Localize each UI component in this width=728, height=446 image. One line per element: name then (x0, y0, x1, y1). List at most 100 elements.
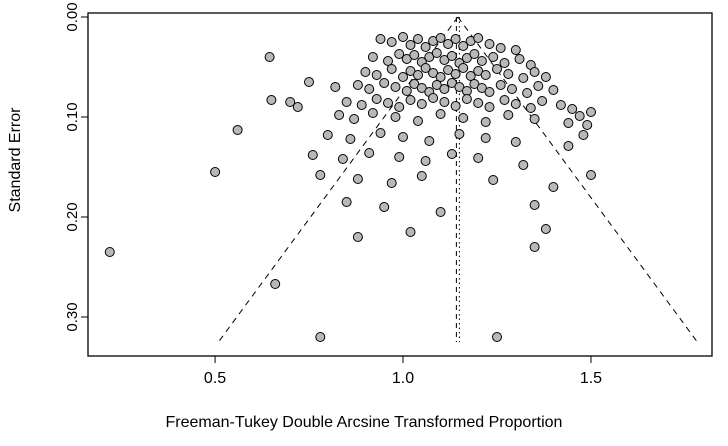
data-point (352, 174, 363, 184)
data-point (518, 160, 529, 170)
data-point (416, 99, 427, 109)
data-point (450, 69, 461, 79)
data-point (450, 34, 461, 44)
data-point (499, 95, 510, 105)
data-point (341, 97, 352, 107)
y-tick-label: 0.20 (64, 202, 81, 231)
data-point (390, 82, 401, 92)
data-point (514, 54, 525, 64)
data-point (480, 70, 491, 80)
data-point (446, 51, 457, 61)
data-point (435, 207, 446, 217)
data-point (420, 63, 431, 73)
data-point (379, 78, 390, 88)
y-tick-label: 0.10 (64, 102, 81, 131)
data-point (364, 148, 375, 158)
data-point (586, 170, 596, 180)
data-point (337, 154, 348, 164)
data-point (375, 128, 386, 138)
data-point (307, 150, 318, 160)
data-point (435, 109, 446, 119)
data-point (428, 93, 439, 103)
data-point (473, 33, 484, 43)
data-point (394, 152, 405, 162)
data-point (450, 101, 461, 111)
data-point (345, 134, 356, 144)
data-point (386, 178, 397, 188)
data-point (386, 64, 397, 74)
data-point (398, 132, 408, 142)
data-point (439, 97, 450, 107)
data-point (458, 63, 469, 73)
data-point (390, 112, 401, 122)
data-point (315, 170, 326, 180)
data-point (484, 87, 495, 97)
data-point (529, 114, 540, 124)
data-point (548, 85, 559, 95)
data-point (405, 227, 416, 237)
data-point (416, 171, 427, 181)
data-point (413, 70, 423, 80)
data-point (484, 39, 495, 49)
data-point (476, 56, 487, 66)
data-point (405, 40, 416, 50)
data-point (563, 118, 574, 128)
x-tick-label: 1.0 (392, 370, 414, 387)
data-point (529, 242, 540, 252)
data-point (473, 153, 484, 163)
data-point (469, 49, 480, 59)
data-point (420, 42, 431, 52)
data-point (499, 58, 510, 68)
data-point (492, 332, 502, 342)
data-point (292, 102, 303, 112)
data-point (383, 56, 393, 66)
data-point (548, 182, 559, 192)
data-point (360, 67, 371, 77)
data-point (537, 96, 548, 106)
data-point (439, 84, 450, 94)
data-point (518, 73, 529, 83)
x-axis-label: Freeman-Tukey Double Arcsine Transformed… (165, 414, 563, 431)
data-point (443, 39, 454, 49)
data-point (488, 175, 499, 185)
data-point (476, 83, 487, 93)
data-point (398, 32, 408, 42)
data-point (563, 141, 574, 151)
data-point (435, 72, 446, 82)
data-point (529, 67, 540, 77)
data-point (264, 52, 275, 62)
data-point (364, 84, 375, 94)
data-point (356, 100, 367, 110)
x-tick-label: 1.5 (580, 370, 602, 387)
data-point (480, 133, 491, 143)
y-tick-label: 0.00 (64, 2, 81, 31)
data-point (371, 70, 382, 80)
data-point (574, 111, 585, 121)
data-point (435, 33, 446, 43)
data-point (352, 80, 363, 90)
data-point (386, 37, 397, 47)
data-point (367, 108, 378, 118)
data-point (465, 71, 476, 81)
data-point (270, 279, 281, 289)
data-point (458, 41, 469, 51)
data-point (420, 156, 431, 166)
data-point (454, 129, 465, 139)
data-point (510, 99, 521, 109)
data-point (525, 103, 536, 113)
data-point (315, 332, 326, 342)
data-point (473, 98, 484, 108)
data-point (488, 52, 499, 62)
data-point (413, 34, 423, 44)
data-point (367, 52, 378, 62)
data-point (555, 100, 566, 110)
data-point (484, 102, 495, 112)
data-point (529, 200, 540, 210)
data-point (401, 86, 412, 96)
data-point (567, 104, 578, 114)
data-point (507, 84, 517, 94)
data-point (458, 113, 469, 123)
data-point (446, 149, 457, 159)
